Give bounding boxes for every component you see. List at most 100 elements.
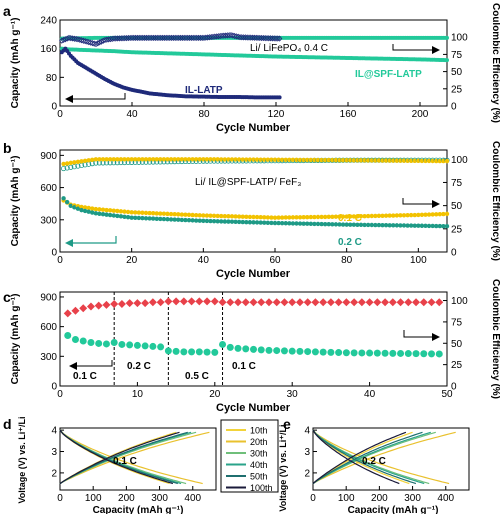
rate1-capacity-point <box>93 206 99 212</box>
il-ce-point <box>150 34 157 41</box>
panel-b-y2label: Coulombic Efficiency (%) <box>490 141 500 261</box>
rate2-capacity-point <box>204 218 210 224</box>
rate1-capacity-point <box>301 215 306 220</box>
il-ce-point <box>249 34 256 41</box>
rate2-capacity-point <box>165 217 170 222</box>
rate2-capacity-point <box>333 222 339 227</box>
ce-point <box>234 298 243 307</box>
il-ce-point <box>176 34 182 41</box>
rate2-capacity-point <box>322 221 328 227</box>
rate1-ce-point <box>100 157 106 162</box>
panel-e-frame <box>312 427 470 491</box>
y2-tick-label: 25 <box>451 360 463 371</box>
capacity-point <box>428 350 436 358</box>
ce-point <box>187 297 196 306</box>
il-ce-point <box>266 35 272 42</box>
rate1-ce-point <box>150 157 156 162</box>
il-ce-point <box>123 34 130 42</box>
x-tick-label: 200 <box>371 493 388 504</box>
rate1-capacity-point <box>297 215 303 220</box>
rate1-capacity-point <box>287 215 292 220</box>
y-tick-label: 0 <box>51 102 57 113</box>
ce-point <box>110 299 119 308</box>
capacity-point <box>404 350 412 358</box>
panel-a-ylabel: Capacity (mAh g⁻¹) <box>10 18 21 109</box>
rate1-ce-point <box>61 161 66 167</box>
charge-curve-20th <box>59 431 210 485</box>
il-ce-point <box>161 34 168 41</box>
rate1-ce-point <box>168 157 174 162</box>
capacity-point <box>358 349 366 357</box>
rate2-capacity-point <box>168 217 174 222</box>
capacity-point <box>126 341 134 349</box>
panel-d-letter: d <box>3 416 12 432</box>
panel-b-arrow-right <box>402 198 440 208</box>
rate1-ce-point <box>193 157 199 162</box>
rate2-capacity-point <box>233 219 238 225</box>
il-ce-point <box>147 34 153 41</box>
capacity-point <box>118 340 126 348</box>
capacity-point <box>397 349 405 357</box>
panel-a-arrow-right <box>392 44 440 54</box>
x-tick-label: 100 <box>410 255 427 266</box>
capacity-point <box>211 348 219 356</box>
il-ce-point <box>77 36 83 43</box>
capacity-point <box>304 348 312 356</box>
x-tick-label: 200 <box>118 493 135 504</box>
il-ce-point <box>260 34 267 42</box>
rate2-capacity-point <box>64 199 70 205</box>
rate1-ce-point <box>133 157 138 162</box>
il-ce-point <box>251 34 258 41</box>
charge-curve-40th <box>312 431 431 485</box>
legend-label: 50th <box>250 472 268 482</box>
rate1-capacity-point <box>426 212 432 217</box>
rate1-capacity-point <box>82 205 88 210</box>
rate1-capacity-point <box>222 213 228 219</box>
y2-tick-label: 100 <box>451 296 468 307</box>
il-ce-point <box>69 35 76 42</box>
ce-point <box>427 298 436 307</box>
rate2-capacity-point <box>423 223 428 229</box>
il-ce-point <box>122 35 128 42</box>
y-tick-label: 2 <box>304 468 310 479</box>
il-ce-point <box>158 34 164 41</box>
panel-a-xlabel: Cycle Number <box>216 122 291 134</box>
discharge-curve-40th <box>312 429 425 485</box>
il-ce-point <box>257 34 263 42</box>
il-ce-point <box>267 35 274 42</box>
spf-ce-point <box>445 35 449 40</box>
il-ce-point <box>80 37 87 44</box>
rate2-capacity-point <box>118 214 124 219</box>
ce-point <box>86 302 95 311</box>
y2-tick-label: 0 <box>451 382 457 393</box>
rate1-capacity-point <box>416 212 421 218</box>
il-ce-point <box>145 34 151 41</box>
y-tick-label: 4 <box>304 426 310 437</box>
ce-point <box>172 297 181 306</box>
rate1-ce-point <box>326 157 331 163</box>
rate1-capacity-point <box>430 212 435 217</box>
rate1-ce-point <box>90 157 95 162</box>
rate1-ce-point <box>376 158 382 163</box>
ce-point <box>357 298 366 307</box>
il-ce-point <box>190 34 196 41</box>
rate1-capacity-point <box>251 214 256 220</box>
x-tick-label: 120 <box>268 109 285 120</box>
il-ce-point <box>136 34 142 41</box>
il-ce-point <box>93 40 99 48</box>
rate2-capacity-point <box>136 215 142 221</box>
rate2-capacity-point <box>122 214 127 219</box>
rate1-capacity-point <box>387 213 392 218</box>
rate2-ce-point <box>68 164 74 170</box>
rate2-capacity-point <box>365 222 371 228</box>
x-tick-label: 160 <box>340 109 357 120</box>
rate2-capacity-point <box>190 218 195 223</box>
rate2-capacity-point <box>348 222 353 227</box>
ce-point <box>125 299 134 308</box>
rate2-capacity-point <box>176 217 181 222</box>
capacity-point <box>265 346 273 354</box>
ce-point <box>365 298 374 307</box>
rate2-capacity-point <box>140 215 145 221</box>
rate2-capacity-point <box>391 223 396 228</box>
rate2-capacity-point <box>86 209 91 214</box>
